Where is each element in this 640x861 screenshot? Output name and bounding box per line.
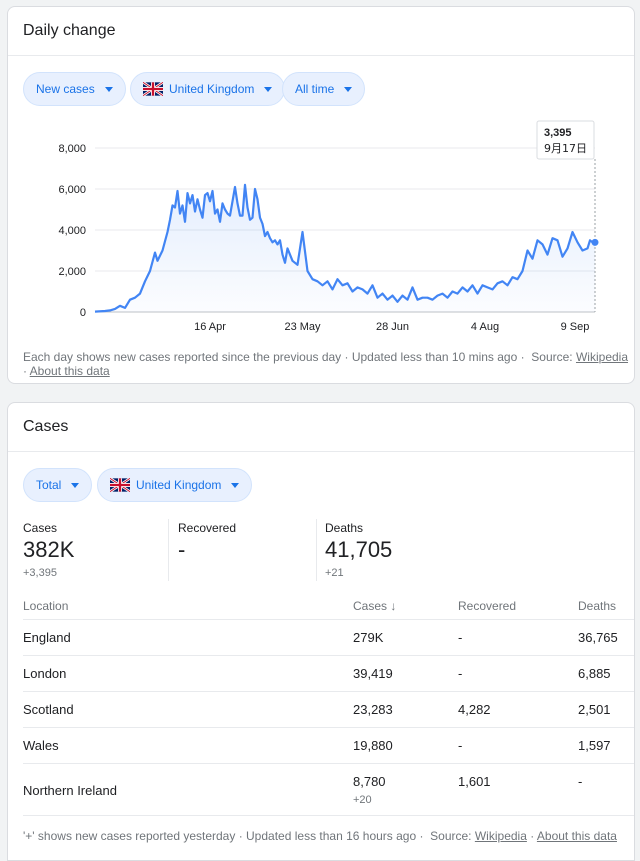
cases-column-header[interactable]: Cases ↓: [353, 599, 396, 613]
row-location: London: [23, 666, 67, 681]
recovered-stat-value: -: [178, 537, 186, 562]
row-cases: 19,880: [353, 738, 393, 753]
country-dropdown-label: United Kingdom: [169, 82, 255, 96]
cases-stat-label: Cases: [23, 521, 58, 535]
chevron-down-icon: [231, 482, 240, 488]
chevron-down-icon: [104, 86, 113, 92]
daily-about-link[interactable]: About this data: [29, 364, 110, 378]
metric-dropdown[interactable]: New cases: [23, 72, 126, 106]
chevron-down-icon: [264, 86, 273, 92]
x-tick-label: 4 Aug: [471, 321, 499, 333]
tooltip-value: 3,395: [544, 127, 572, 139]
y-tick-label: 8,000: [58, 143, 86, 155]
row-cases: 39,419: [353, 666, 393, 681]
row-location: Wales: [23, 738, 59, 753]
cases-stat-value: 382K: [23, 537, 75, 562]
row-deaths: -: [578, 774, 583, 789]
x-tick-label: 9 Sep: [561, 321, 590, 333]
series-area: [95, 184, 595, 312]
arrow-down-icon: ↓: [390, 599, 397, 613]
row-location: Scotland: [23, 702, 74, 717]
daily-source-label: Source:: [531, 350, 573, 364]
cases-footnote-text: '+' shows new cases reported yesterday ·…: [23, 829, 424, 843]
range-dropdown-label: All time: [295, 82, 335, 96]
row-divider: [23, 655, 634, 656]
cases-country-dropdown[interactable]: United Kingdom: [97, 468, 253, 502]
cases-title: Cases: [23, 418, 69, 435]
deaths-stat-delta: +21: [325, 567, 344, 579]
x-tick-label: 23 May: [284, 321, 321, 333]
cases-source-link[interactable]: Wikipedia: [474, 829, 527, 843]
y-tick-label: 0: [80, 307, 86, 319]
tooltip-date: 9月17日: [544, 142, 587, 155]
deaths-column-header[interactable]: Deaths: [578, 599, 617, 613]
recovered-stat-label: Recovered: [178, 521, 237, 535]
cases-footnote: '+' shows new cases reported yesterday ·…: [23, 829, 617, 843]
y-tick-label: 2,000: [58, 266, 86, 278]
row-location: Northern Ireland: [23, 783, 117, 798]
row-recovered: -: [458, 738, 463, 753]
x-tick-label: 16 Apr: [194, 321, 226, 333]
daily-source-link[interactable]: Wikipedia: [575, 350, 629, 364]
x-tick-label: 28 Jun: [376, 321, 409, 333]
daily-cases-chart[interactable]: 8,000 6,000 4,000 2,000 0 16 Apr 23 May 28 Jun…: [8, 119, 635, 339]
y-tick-label: 6,000: [58, 184, 86, 196]
cases-title-divider: [8, 451, 634, 452]
row-recovered: -: [458, 666, 463, 681]
deaths-stat-label: Deaths: [325, 521, 364, 535]
cases-column-label: Cases: [353, 599, 388, 613]
row-deaths: 36,765: [578, 630, 618, 645]
range-dropdown[interactable]: All time: [282, 72, 366, 106]
stat-divider: [316, 519, 317, 581]
daily-change-card: Daily change New cases United Kingdom Al…: [7, 6, 635, 384]
row-deaths: 6,885: [578, 666, 611, 681]
row-cases: 279K: [353, 630, 384, 645]
row-divider: [23, 727, 634, 728]
uk-flag-icon: [143, 82, 163, 96]
metric-dropdown-label: New cases: [36, 82, 95, 96]
row-cases: 23,283: [353, 702, 393, 717]
title-divider: [8, 55, 634, 56]
row-divider: [23, 619, 634, 620]
series-line: [94, 183, 596, 313]
country-dropdown[interactable]: United Kingdom: [130, 72, 286, 106]
chevron-down-icon: [71, 482, 80, 488]
cases-about-link[interactable]: About this data: [536, 829, 617, 843]
row-cases-delta: +20: [353, 794, 372, 806]
daily-footnote-text: Each day shows new cases reported since …: [23, 350, 525, 364]
type-dropdown-label: Total: [36, 478, 62, 492]
y-tick-label: 4,000: [58, 225, 86, 237]
row-divider: [23, 691, 634, 692]
row-divider: [23, 815, 634, 816]
cases-stat-delta: +3,395: [23, 567, 57, 579]
uk-flag-icon: [110, 478, 130, 492]
chart-tooltip: 3,395 9月17日: [536, 120, 595, 160]
hover-point: [591, 238, 599, 246]
recovered-column-header[interactable]: Recovered: [458, 599, 517, 613]
type-dropdown[interactable]: Total: [23, 468, 93, 502]
cases-source-label: Source:: [430, 829, 472, 843]
daily-footnote: Each day shows new cases reported since …: [23, 350, 629, 378]
chevron-down-icon: [344, 86, 353, 92]
row-recovered: -: [458, 630, 463, 645]
row-divider: [23, 763, 634, 764]
row-cases: 8,780: [353, 774, 386, 789]
row-location: England: [23, 630, 71, 645]
cases-country-dropdown-label: United Kingdom: [136, 478, 222, 492]
deaths-stat-value: 41,705: [325, 537, 393, 562]
row-recovered: 1,601: [458, 774, 491, 789]
row-deaths: 1,597: [578, 738, 611, 753]
stat-divider: [168, 519, 169, 581]
row-deaths: 2,501: [578, 702, 611, 717]
cases-card: Cases Total United Kingdom Cases 382K +3…: [7, 402, 635, 861]
location-column-header[interactable]: Location: [23, 599, 69, 613]
row-recovered: 4,282: [458, 702, 491, 717]
daily-change-title: Daily change: [23, 22, 116, 39]
